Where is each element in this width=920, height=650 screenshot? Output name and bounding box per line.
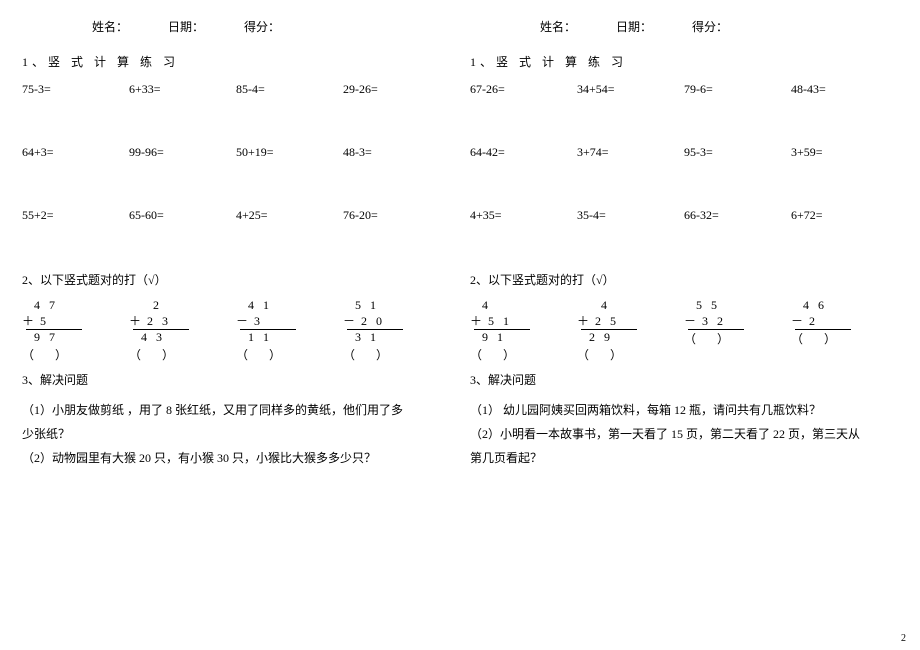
vertical-problem: 5 1 － 2 0 3 1 （ ） (343, 298, 450, 363)
calc-cell: 4+35= (470, 208, 577, 223)
ver-top: 4 6 (791, 298, 886, 314)
calc-cell: 55+2= (22, 208, 129, 223)
ver-mid: ＋ 5 1 (470, 314, 565, 330)
header-left: 姓名： 日期： 得分： (92, 18, 450, 35)
section2-title: 2、以下竖式题对的打（√） (22, 271, 450, 288)
calc-cell: 76-20= (343, 208, 450, 223)
word-problem-line: （2）动物园里有大猴 20 只，有小猴 30 只，小猴比大猴多多少只？ (22, 446, 450, 470)
calc-cell: 79-6= (684, 82, 791, 97)
ver-paren: （ ） (343, 348, 438, 364)
ver-mid: － 3 2 (684, 314, 779, 330)
vertical-problem: 4 7 ＋ 5 9 7 （ ） (22, 298, 129, 363)
ver-paren: （ ） (791, 332, 886, 348)
word-problem-line: （2）小明看一本故事书，第一天看了 15 页，第二天看了 22 页，第三天从 (470, 422, 898, 446)
calc-cell: 48-3= (343, 145, 450, 160)
ver-mid: － 3 (236, 314, 331, 330)
vertical-problem: 4 1 － 3 1 1 （ ） (236, 298, 343, 363)
ver-paren: （ ） (470, 348, 565, 364)
calc-cell: 75-3= (22, 82, 129, 97)
ver-top: 5 1 (343, 298, 438, 314)
name-label: 姓名： (92, 18, 128, 35)
ver-top: 4 1 (236, 298, 331, 314)
worksheet-page: 姓名： 日期： 得分： 1、竖 式 计 算 练 习 75-3= 6+33= 85… (0, 0, 920, 470)
calc-row: 64-42= 3+74= 95-3= 3+59= (470, 145, 898, 160)
calc-row: 55+2= 65-60= 4+25= 76-20= (22, 208, 450, 223)
ver-top: 2 (129, 298, 224, 314)
vertical-row: 4 7 ＋ 5 9 7 （ ） 2 ＋ 2 3 4 3 （ ） 4 1 － (22, 298, 450, 363)
ver-res: 2 9 (577, 330, 672, 346)
calc-cell: 95-3= (684, 145, 791, 160)
ver-paren: （ ） (236, 348, 331, 364)
section3-title: 3、解决问题 (22, 371, 450, 388)
calc-cell: 3+74= (577, 145, 684, 160)
ver-paren: （ ） (129, 348, 224, 364)
calc-cell: 65-60= (129, 208, 236, 223)
ver-res: 9 1 (470, 330, 565, 346)
calc-row: 75-3= 6+33= 85-4= 29-26= (22, 82, 450, 97)
vertical-row: 4 ＋ 5 1 9 1 （ ） 4 ＋ 2 5 2 9 （ ） 5 5 － (470, 298, 898, 363)
ver-res: 9 7 (22, 330, 117, 346)
word-problem-line: （1） 幼儿园阿姨买回两箱饮料，每箱 12 瓶，请问共有几瓶饮料？ (470, 398, 898, 422)
date-label: 日期： (616, 18, 652, 35)
ver-top: 4 (577, 298, 672, 314)
calc-cell: 85-4= (236, 82, 343, 97)
calc-row: 67-26= 34+54= 79-6= 48-43= (470, 82, 898, 97)
calc-cell: 29-26= (343, 82, 450, 97)
ver-paren: （ ） (684, 332, 779, 348)
ver-mid: ＋ 5 (22, 314, 117, 330)
calc-cell: 34+54= (577, 82, 684, 97)
calc-cell: 64-42= (470, 145, 577, 160)
calc-cell: 66-32= (684, 208, 791, 223)
left-column: 姓名： 日期： 得分： 1、竖 式 计 算 练 习 75-3= 6+33= 85… (12, 18, 460, 470)
vertical-problem: 2 ＋ 2 3 4 3 （ ） (129, 298, 236, 363)
word-problem-line: （1）小朋友做剪纸 ，用了 8 张红纸，又用了同样多的黄纸，他们用了多 (22, 398, 450, 422)
calc-cell: 64+3= (22, 145, 129, 160)
ver-mid: ＋ 2 5 (577, 314, 672, 330)
ver-top: 4 7 (22, 298, 117, 314)
vertical-problem: 5 5 － 3 2 （ ） (684, 298, 791, 363)
calc-cell: 6+33= (129, 82, 236, 97)
vertical-problem: 4 6 － 2 （ ） (791, 298, 898, 363)
ver-top: 5 5 (684, 298, 779, 314)
calc-cell: 48-43= (791, 82, 898, 97)
ver-mid: － 2 (791, 314, 886, 330)
ver-mid: － 2 0 (343, 314, 438, 330)
vertical-problem: 4 ＋ 2 5 2 9 （ ） (577, 298, 684, 363)
calc-cell: 6+72= (791, 208, 898, 223)
section1-title: 1、竖 式 计 算 练 习 (22, 53, 450, 70)
ver-res: 1 1 (236, 330, 331, 346)
ver-res: 4 3 (129, 330, 224, 346)
calc-cell: 3+59= (791, 145, 898, 160)
date-label: 日期： (168, 18, 204, 35)
score-label: 得分： (692, 18, 728, 35)
calc-row: 64+3= 99-96= 50+19= 48-3= (22, 145, 450, 160)
page-number: 2 (901, 633, 906, 644)
ver-res: 3 1 (343, 330, 438, 346)
vertical-problem: 4 ＋ 5 1 9 1 （ ） (470, 298, 577, 363)
score-label: 得分： (244, 18, 280, 35)
calc-cell: 99-96= (129, 145, 236, 160)
calc-cell: 50+19= (236, 145, 343, 160)
calc-cell: 35-4= (577, 208, 684, 223)
word-problem-line: 少张纸？ (22, 422, 450, 446)
section2-title: 2、以下竖式题对的打（√） (470, 271, 898, 288)
section3-title: 3、解决问题 (470, 371, 898, 388)
ver-top: 4 (470, 298, 565, 314)
ver-mid: ＋ 2 3 (129, 314, 224, 330)
section1-title: 1、竖 式 计 算 练 习 (470, 53, 898, 70)
right-column: 姓名： 日期： 得分： 1、竖 式 计 算 练 习 67-26= 34+54= … (460, 18, 908, 470)
name-label: 姓名： (540, 18, 576, 35)
word-problem-line: 第几页看起？ (470, 446, 898, 470)
calc-cell: 4+25= (236, 208, 343, 223)
ver-paren: （ ） (22, 348, 117, 364)
ver-rule (688, 329, 744, 330)
ver-paren: （ ） (577, 348, 672, 364)
ver-rule (795, 329, 851, 330)
calc-cell: 67-26= (470, 82, 577, 97)
calc-row: 4+35= 35-4= 66-32= 6+72= (470, 208, 898, 223)
header-right: 姓名： 日期： 得分： (540, 18, 898, 35)
